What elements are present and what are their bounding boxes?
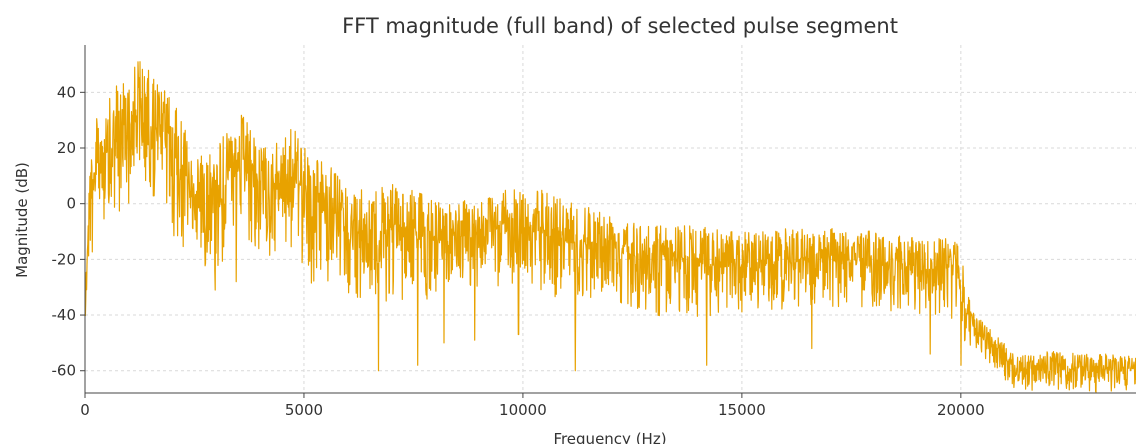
y-axis-label: Magnitude (dB) (13, 162, 31, 278)
y-tick-label: 20 (57, 139, 76, 157)
y-ticks: -60 -40 -20 0 20 40 (52, 83, 85, 380)
x-tick-label: 10000 (499, 401, 547, 419)
series-line-0 (85, 61, 1136, 393)
x-tick-label: 0 (80, 401, 90, 419)
plot-area (85, 61, 1136, 393)
x-ticks: 0 5000 10000 15000 20000 (80, 393, 985, 419)
chart-title: FFT magnitude (full band) of selected pu… (342, 14, 898, 38)
y-tick-label: -40 (52, 306, 77, 324)
x-axis-label: Frequency (Hz) (553, 430, 666, 444)
y-tick-label: -60 (52, 362, 77, 380)
y-tick-label: 40 (57, 83, 76, 101)
x-tick-label: 5000 (285, 401, 323, 419)
y-tick-label: 0 (66, 195, 76, 213)
x-tick-label: 15000 (718, 401, 766, 419)
x-tick-label: 20000 (937, 401, 985, 419)
y-tick-label: -20 (52, 250, 77, 268)
